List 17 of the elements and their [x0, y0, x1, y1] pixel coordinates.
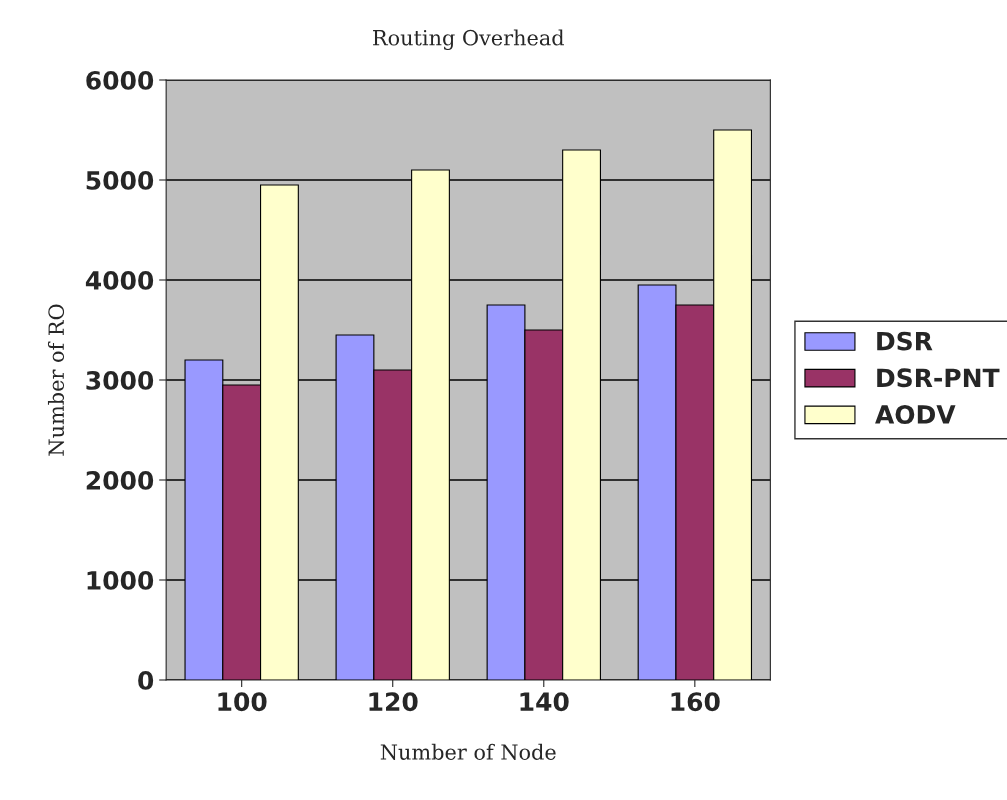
y-tick-label: 4000	[85, 270, 154, 290]
x-tick-label: 120	[369, 692, 418, 712]
x-tick-label: 140	[520, 692, 569, 712]
x-tick-label: 160	[671, 692, 720, 712]
x-axis-title: Number of Node	[380, 743, 556, 760]
y-tick-label: 6000	[86, 70, 154, 90]
y-tick-label: 2000	[86, 470, 154, 490]
y-axis-title: Number of RO	[47, 304, 65, 456]
legend-label: DSR-PNT	[877, 368, 1000, 388]
x-tick-label: 100	[218, 692, 267, 712]
legend-label: AODV	[875, 405, 956, 424]
legend-label: DSR	[877, 331, 933, 351]
y-tick-label: 3000	[86, 370, 154, 390]
y-tick-label: 1000	[87, 570, 154, 590]
chart-title: Routing Overhead	[373, 29, 564, 50]
y-tick-label: 0	[138, 670, 154, 690]
y-tick-label: 5000	[86, 170, 154, 190]
